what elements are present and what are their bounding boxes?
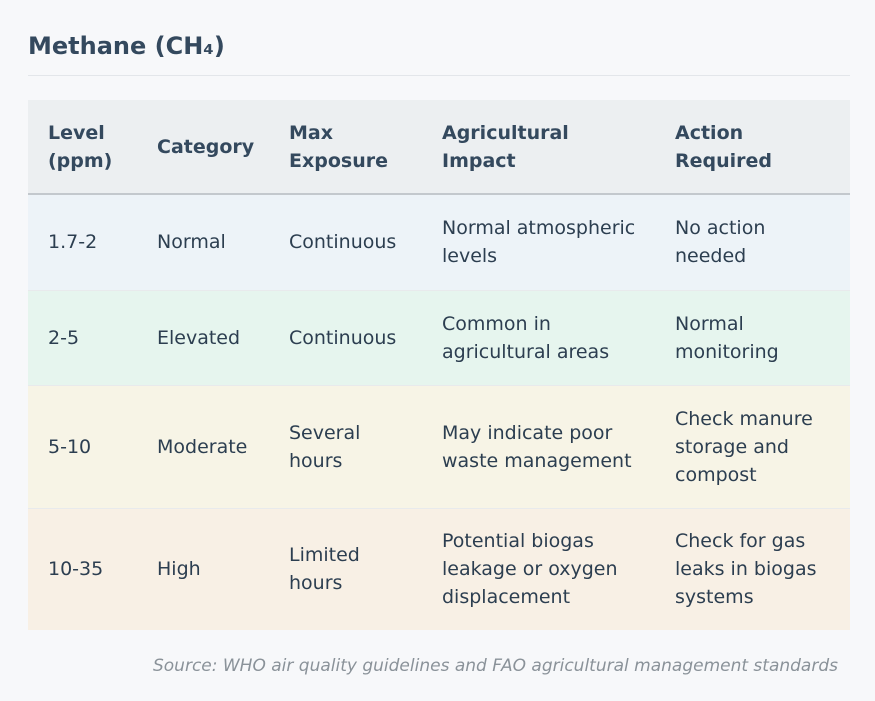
cell-action-required: Check for gas leaks in biogas systems (675, 530, 817, 609)
page-title: Methane (CH₄) (28, 32, 225, 60)
source-note: Source: WHO air quality guidelines and F… (152, 656, 838, 676)
cell-action-required: No action needed (675, 217, 766, 268)
table-header-row: Level (ppm) Category Max Exposure Agricu… (28, 100, 850, 194)
cell-level: 10-35 (48, 558, 104, 581)
cell-category: High (157, 558, 201, 581)
header-level: Level (ppm) (48, 121, 113, 172)
methane-levels-table: Level (ppm) Category Max Exposure Agricu… (28, 100, 850, 630)
cell-level: 5-10 (48, 435, 92, 458)
cell-agricultural-impact: Potential biogas leakage or oxygen displ… (442, 530, 618, 609)
cell-category: Moderate (157, 435, 248, 458)
header-max-exposure: Max Exposure (289, 121, 388, 172)
cell-max-exposure: Several hours (289, 421, 361, 472)
cell-max-exposure: Continuous (289, 326, 397, 349)
header-agricultural-impact: Agricultural Impact (442, 121, 569, 172)
cell-level: 2-5 (48, 326, 80, 349)
cell-max-exposure: Limited hours (289, 544, 360, 595)
cell-agricultural-impact: May indicate poor waste management (442, 421, 632, 472)
table-row-moderate: 5-10 Moderate Several hours May indicate… (28, 385, 850, 508)
header-action-required: Action Required (675, 121, 773, 172)
table-row-high: 10-35 High Limited hours Potential bioga… (28, 508, 850, 630)
cell-category: Elevated (157, 326, 241, 349)
cell-level: 1.7-2 (48, 231, 98, 254)
cell-action-required: Check manure storage and compost (675, 407, 813, 486)
cell-agricultural-impact: Normal atmospheric levels (442, 217, 636, 268)
cell-category: Normal (157, 231, 226, 254)
header-category: Category (157, 135, 255, 158)
title-divider (28, 75, 850, 76)
cell-max-exposure: Continuous (289, 231, 397, 254)
cell-action-required: Normal monitoring (675, 312, 779, 363)
cell-agricultural-impact: Common in agricultural areas (442, 312, 610, 363)
table-row-elevated: 2-5 Elevated Continuous Common in agricu… (28, 290, 850, 385)
table-row-normal: 1.7-2 Normal Continuous Normal atmospher… (28, 194, 850, 290)
